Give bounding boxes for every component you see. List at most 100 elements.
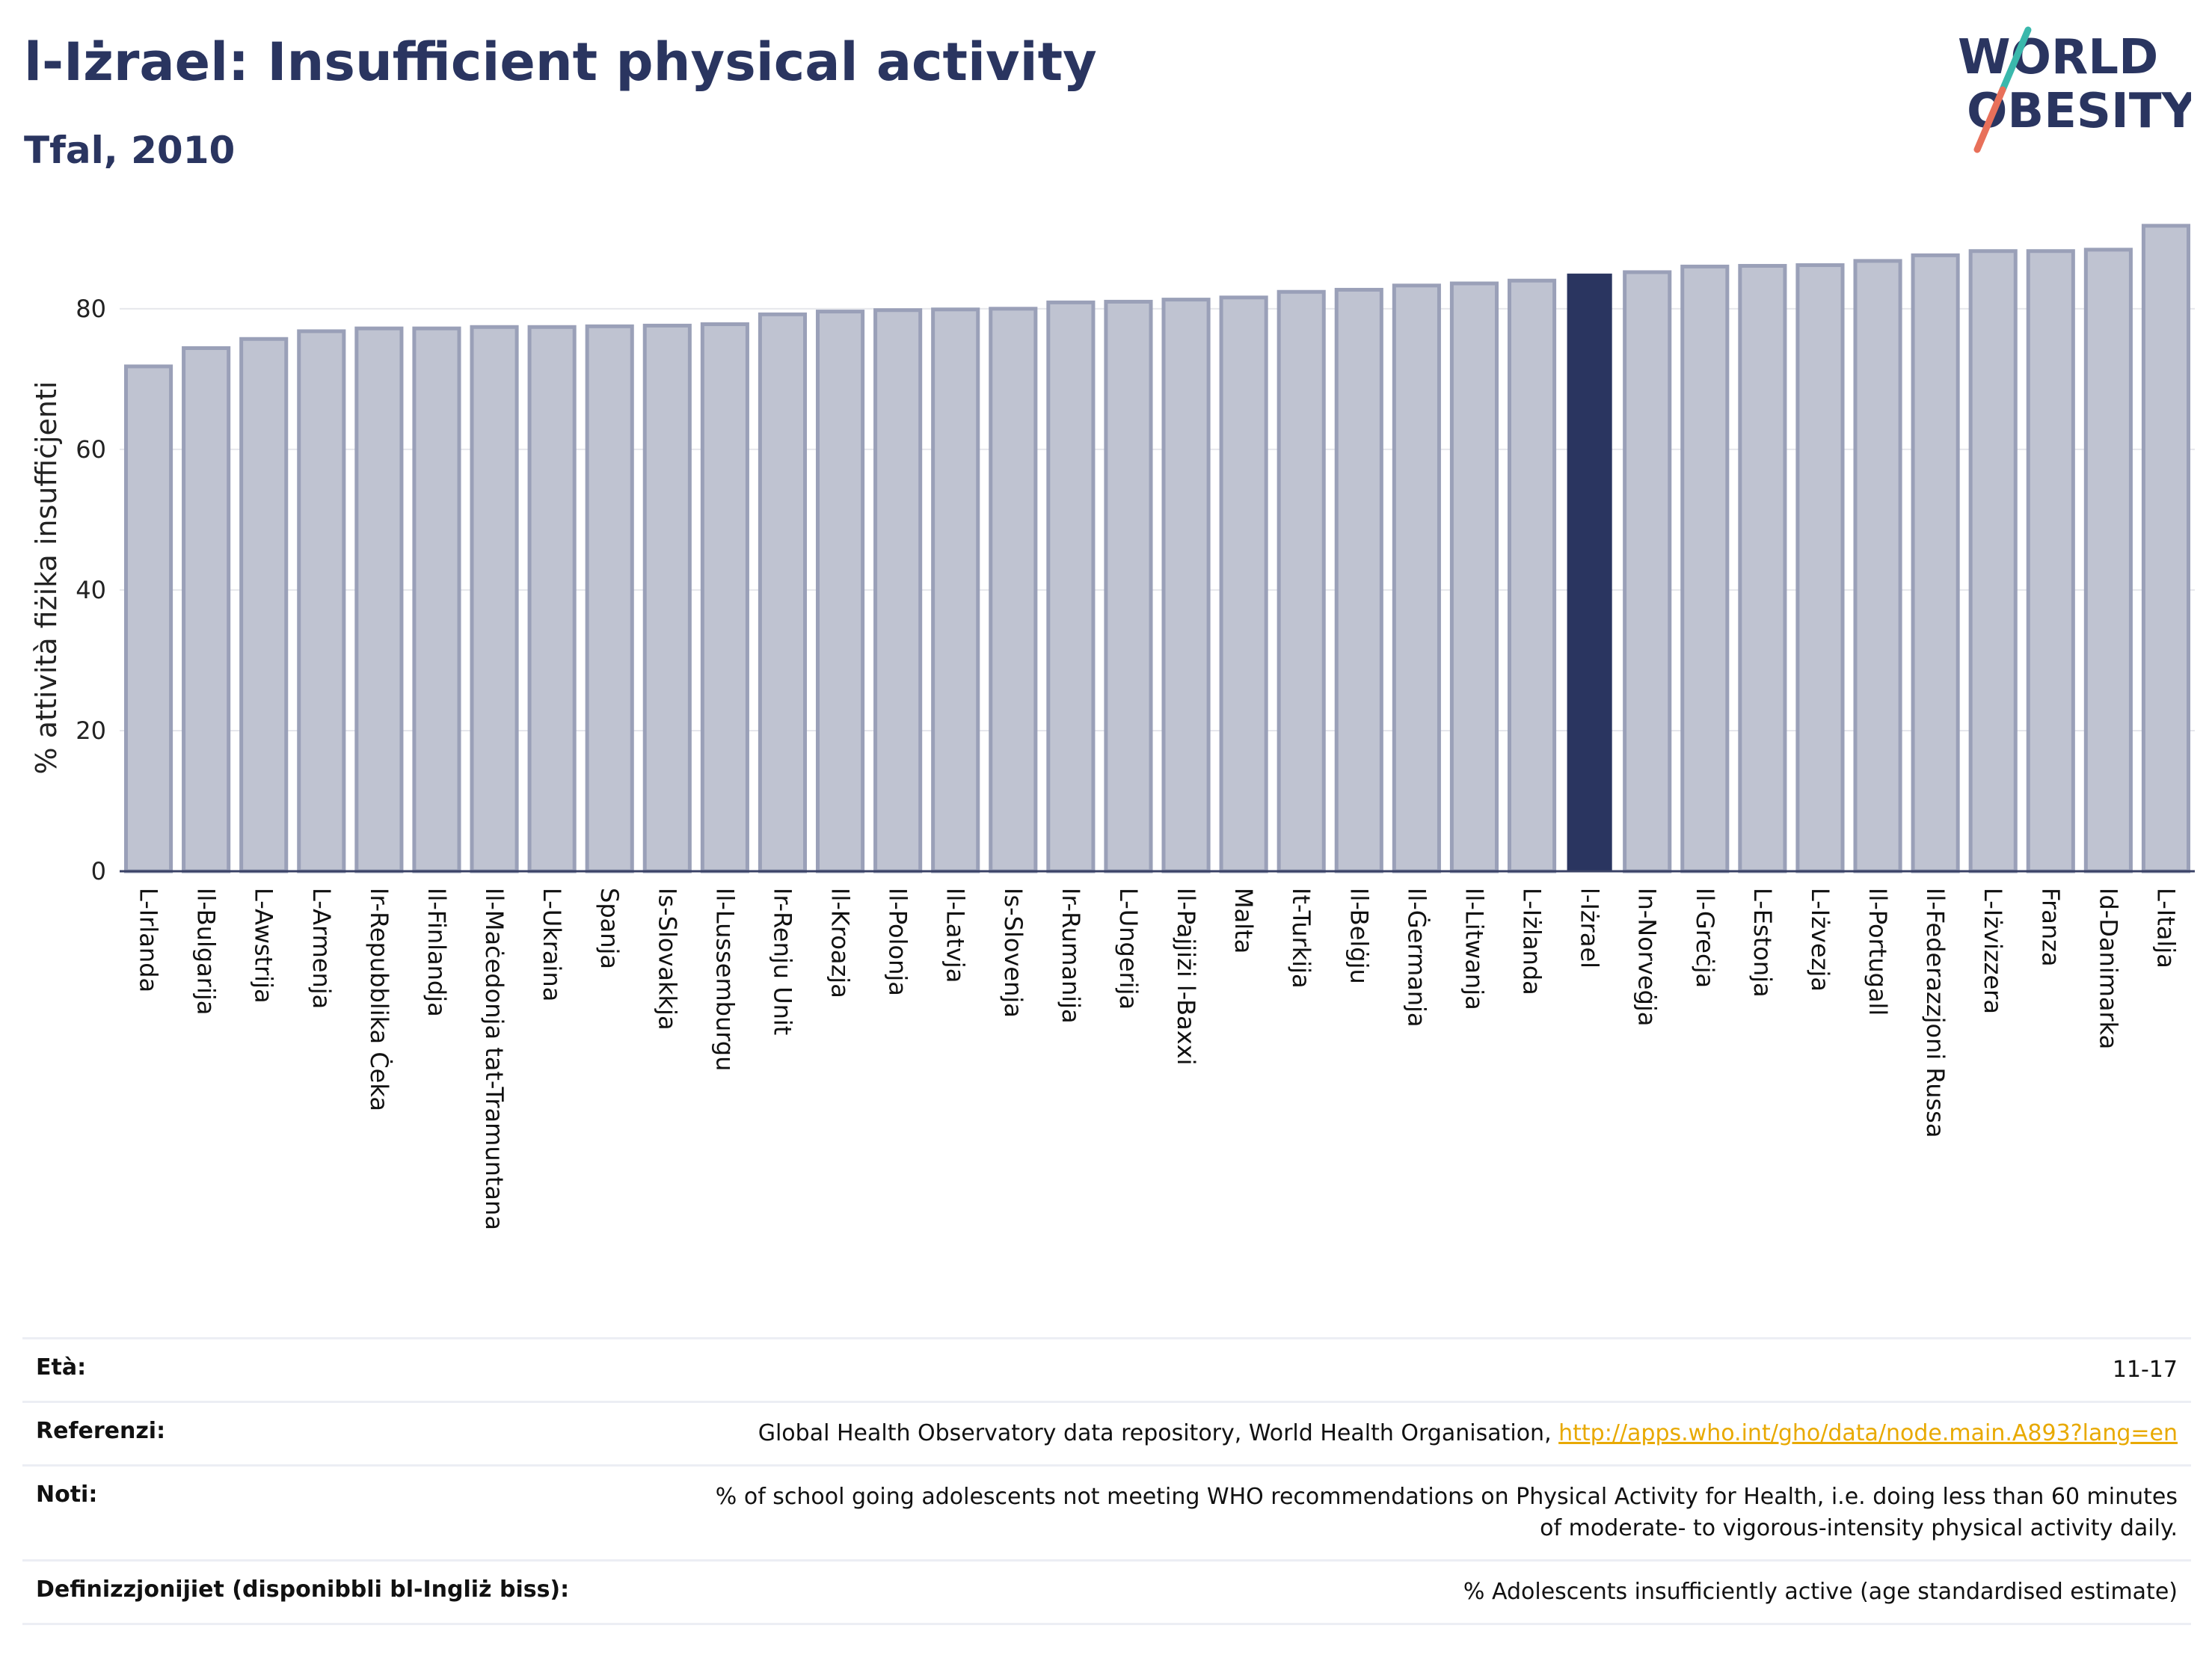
- page-subtitle: Tfal, 2010: [24, 129, 236, 172]
- x-tick-label: Id-Danimarka: [2094, 888, 2122, 1049]
- bar: [123, 364, 173, 873]
- notes-value: % of school going adolescents not meetin…: [715, 1484, 2178, 1541]
- logo-slash-bottom: [1973, 86, 2006, 153]
- x-tick-label: Il-Latvja: [941, 888, 970, 983]
- x-tick-label: Malta: [1229, 888, 1258, 954]
- bar: [1738, 263, 1787, 873]
- x-tick-label: L-Iżlanda: [1518, 888, 1546, 995]
- x-tick-label: Il-Ġermanja: [1402, 888, 1431, 1028]
- definitions-label: Definizzjonijiet (disponibbli bl-Ingliż …: [36, 1576, 570, 1603]
- bar: [182, 346, 231, 873]
- logo-line1: WORLD: [1958, 30, 2158, 85]
- x-tick-label: L-Ungerija: [1114, 888, 1143, 1010]
- x-tick-label: Il-Federazzjoni Russa: [1921, 888, 1950, 1137]
- info-row-references: Referenzi: Global Health Observatory dat…: [22, 1401, 2191, 1464]
- bar: [815, 310, 865, 873]
- x-tick-label: Il-Belġju: [1345, 888, 1373, 984]
- info-row-age: Età: 11-17: [22, 1337, 2191, 1401]
- bar: [470, 325, 519, 873]
- bar: [297, 329, 346, 873]
- bar: [989, 307, 1038, 873]
- info-table: Età: 11-17 Referenzi: Global Health Obse…: [22, 1337, 2191, 1625]
- x-tick-label: L-Estonja: [1748, 888, 1777, 998]
- y-tick-label: 60: [76, 435, 106, 464]
- x-tick-label: l-Iżrael: [1576, 888, 1604, 968]
- x-tick-label: Il-Maċedonja tat-Tramuntana: [480, 888, 509, 1230]
- x-tick-label: L-Irlanda: [135, 888, 163, 992]
- bar: [1392, 283, 1441, 873]
- references-value: Global Health Observatory data repositor…: [709, 1418, 2178, 1449]
- bar: [2026, 249, 2075, 873]
- notes-label: Noti:: [36, 1481, 98, 1508]
- x-tick-label: Ir-Rumanija: [1057, 888, 1085, 1024]
- bar-highlight: [1567, 273, 1612, 872]
- x-tick-label: L-Iżvezja: [1806, 888, 1834, 992]
- x-tick-label: L-Armenja: [307, 888, 336, 1009]
- y-tick-label: 40: [76, 576, 106, 604]
- bar: [1449, 281, 1499, 873]
- bar: [1276, 289, 1326, 873]
- x-tick-label: L-Ukraina: [538, 888, 566, 1001]
- bar: [2083, 248, 2133, 873]
- page-title: l-Iżrael: Insufficient physical activity: [24, 31, 1097, 93]
- x-tick-label: Ir-Renju Unit: [768, 888, 796, 1035]
- x-tick-label: Il-Finlandja: [423, 888, 451, 1017]
- bar: [527, 325, 577, 873]
- y-tick-label: 20: [76, 716, 106, 745]
- bar: [1104, 299, 1153, 873]
- x-tick-label: Il-Litwanja: [1460, 888, 1488, 1010]
- bar: [1334, 287, 1383, 873]
- bar: [1968, 249, 2018, 873]
- y-tick-label: 0: [91, 857, 106, 885]
- bar: [873, 308, 923, 873]
- x-tick-label: It-Turkija: [1287, 888, 1315, 989]
- bar: [1853, 259, 1902, 873]
- bar: [700, 322, 749, 873]
- x-tick-label: Franza: [2036, 888, 2065, 967]
- x-tick-label: In-Norveġja: [1633, 888, 1662, 1026]
- x-tick-label: L-Iżvizzera: [1979, 888, 2007, 1014]
- x-tick-label: Il-Bulgarija: [192, 888, 221, 1015]
- x-tick-label: Il-Polonja: [884, 888, 912, 996]
- bar: [758, 312, 808, 873]
- bar: [1161, 298, 1211, 873]
- world-obesity-logo: WORLD OBESITY: [1958, 26, 2191, 153]
- x-tick-label: L-Awstrija: [250, 888, 278, 1004]
- bar: [1507, 278, 1557, 873]
- x-tick-label: Ir-Repubblika Ċeka: [365, 888, 393, 1111]
- references-label: Referenzi:: [36, 1418, 166, 1444]
- x-tick-label: Il-Lussemburgu: [710, 888, 739, 1071]
- bar: [931, 307, 980, 873]
- x-tick-label: Il-Pajjiżi l-Baxxi: [1172, 888, 1200, 1066]
- references-link[interactable]: http://apps.who.int/gho/data/node.main.A…: [1558, 1420, 2178, 1446]
- x-tick-label: L-Italja: [2151, 888, 2180, 968]
- age-label: Età:: [36, 1354, 87, 1381]
- x-tick-label: Is-Slovenja: [999, 888, 1027, 1018]
- bar: [354, 326, 404, 873]
- bar: [1046, 300, 1096, 873]
- references-text: Global Health Observatory data repositor…: [758, 1420, 1559, 1446]
- bar: [1680, 264, 1730, 873]
- bar: [1911, 253, 1960, 873]
- info-row-notes: Noti: % of school going adolescents not …: [22, 1464, 2191, 1559]
- info-row-definitions: Definizzjonijiet (disponibbli bl-Ingliż …: [22, 1559, 2191, 1625]
- bar-chart: 0 20 40 60 80 % attività fiżika insuffiċjenti…: [30, 224, 2195, 1230]
- definitions-value: % Adolescents insufficiently active (age…: [1463, 1579, 2178, 1605]
- bar: [1795, 263, 1845, 873]
- age-value: 11-17: [2112, 1357, 2178, 1383]
- bar: [585, 324, 634, 873]
- x-tick-label: Is-Slovakkja: [653, 888, 681, 1031]
- bar: [642, 323, 692, 873]
- bar: [2141, 224, 2191, 873]
- y-axis-title: % attività fiżika insuffiċjenti: [30, 381, 63, 775]
- y-tick-label: 80: [76, 295, 106, 323]
- bar: [239, 337, 289, 873]
- x-tick-label: Il-Kroazja: [826, 888, 855, 998]
- x-tick-label: Spanja: [595, 888, 624, 969]
- bar: [412, 326, 461, 873]
- x-tick-label: Il-Greċja: [1691, 888, 1719, 988]
- bar: [1623, 270, 1672, 873]
- bar: [1219, 295, 1268, 873]
- logo-slash-top: [1999, 26, 2032, 93]
- x-tick-label: Il-Portugall: [1864, 888, 1892, 1016]
